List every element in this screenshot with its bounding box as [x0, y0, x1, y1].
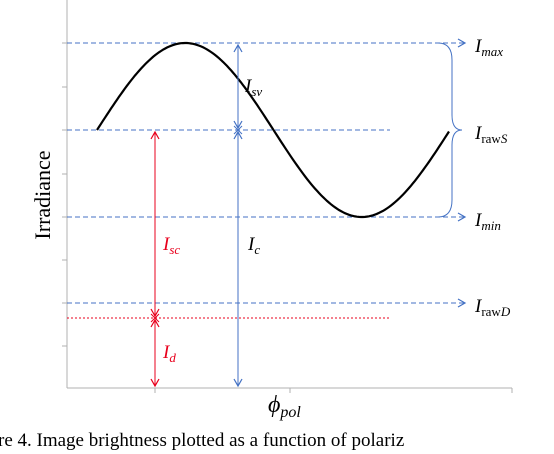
level-label: IrawS	[474, 123, 508, 146]
level-label: Imax	[474, 36, 503, 59]
level-label: IrawD	[474, 296, 511, 319]
label-sub: sv	[251, 84, 262, 99]
label-main: I	[474, 36, 483, 57]
blue-spans	[233, 43, 243, 388]
axes	[62, 0, 513, 393]
span-label: Ic	[247, 234, 260, 257]
label-sub: sc	[169, 242, 180, 257]
label-sub: pol	[279, 404, 301, 421]
label-main: I	[162, 234, 171, 255]
label-sub: D	[500, 304, 511, 319]
label-sub: min	[481, 218, 501, 233]
label-sub: d	[169, 350, 176, 365]
label-main: I	[474, 296, 483, 317]
x-axis-label: ϕpol	[268, 392, 301, 421]
y-axis-label: Irradiance	[30, 150, 55, 239]
label-main: ϕ	[268, 392, 280, 418]
label-sub: c	[254, 242, 260, 257]
label-sub: raw	[481, 131, 501, 146]
span-label: Isv	[244, 76, 262, 99]
brace	[437, 42, 463, 218]
label-main: I	[474, 123, 483, 144]
label-sub: raw	[481, 304, 501, 319]
label-main: I	[244, 76, 253, 97]
brightness-curve	[96, 41, 450, 219]
label-main: I	[162, 342, 171, 363]
label-main: I	[474, 210, 483, 231]
span-label: Isc	[162, 234, 180, 257]
level-label: Imin	[474, 210, 501, 233]
level-lines	[67, 38, 467, 308]
red-spans	[150, 130, 160, 388]
label-sub: max	[481, 44, 503, 59]
caption: re 4. Image brightness plotted as a func…	[0, 430, 404, 451]
span-label: Id	[162, 342, 176, 365]
label-main: I	[247, 234, 256, 255]
label-sub: S	[501, 131, 508, 146]
